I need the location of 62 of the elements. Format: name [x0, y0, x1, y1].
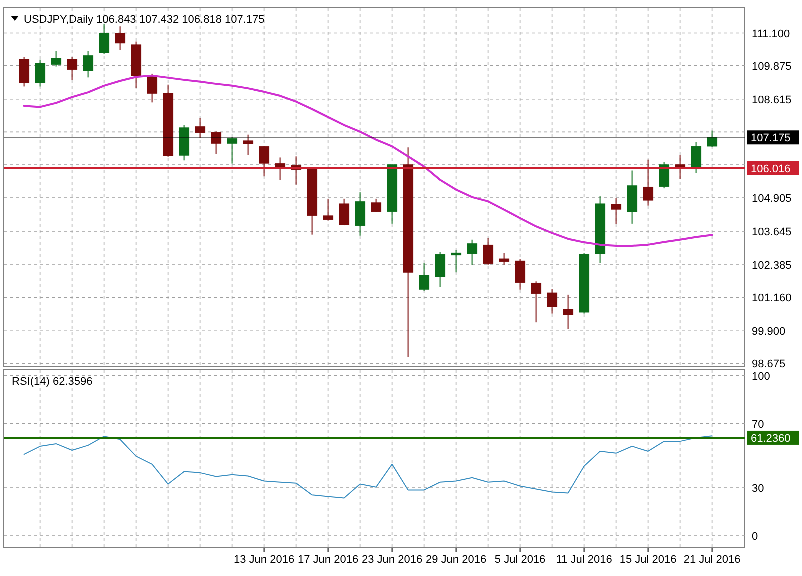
- x-tick-label: 13 Jun 2016: [234, 554, 295, 566]
- x-tick-label: 17 Jun 2016: [298, 554, 359, 566]
- candlestick: [419, 262, 430, 292]
- x-tick-label: 29 Jun 2016: [426, 554, 487, 566]
- y-tick-label: 109.875: [752, 60, 792, 73]
- candlestick: [659, 162, 670, 190]
- candlestick: [19, 56, 30, 88]
- candlestick: [275, 157, 286, 181]
- candlestick: [371, 198, 382, 213]
- line-series: [23, 74, 714, 248]
- y-tick-label: 108.615: [752, 94, 792, 106]
- y-tick-label: 98.675: [752, 358, 786, 371]
- y-tick-label: 99.900: [752, 326, 786, 338]
- y-tick-label: 102.385: [752, 260, 792, 272]
- candlestick: [483, 238, 494, 266]
- candlestick: [467, 239, 478, 266]
- candlestick: [339, 198, 350, 226]
- y-tick-label: 104.905: [752, 193, 792, 206]
- candlestick: [691, 142, 702, 174]
- candlestick: [499, 252, 510, 266]
- candlestick: [675, 154, 686, 180]
- candlestick: [515, 258, 526, 290]
- candlestick: [707, 130, 718, 148]
- candlestick: [259, 146, 270, 178]
- candlestick: [67, 56, 78, 81]
- candlestick: [547, 288, 558, 314]
- ref-line-label: 61.2360: [751, 432, 791, 445]
- candlestick: [355, 192, 366, 236]
- candlestick: [195, 118, 206, 139]
- candlestick: [115, 26, 126, 51]
- candlestick: [243, 134, 254, 156]
- candlestick: [227, 137, 238, 164]
- candlestick: [99, 23, 110, 55]
- candlestick: [531, 281, 542, 324]
- line-series: [24, 436, 713, 499]
- candlestick: [83, 50, 94, 78]
- candlestick: [323, 198, 334, 222]
- candlestick: [435, 252, 446, 288]
- candlestick: [35, 59, 46, 88]
- y-tick-label: 111.100: [752, 28, 790, 40]
- y-tick-label: 30: [752, 482, 764, 495]
- y-tick-label: 101.160: [752, 292, 792, 305]
- candlestick: [451, 249, 462, 274]
- candlestick: [147, 73, 158, 104]
- candlestick: [643, 159, 654, 206]
- x-tick-label: 11 Jul 2016: [556, 554, 612, 566]
- ref-line-label: 106.016: [751, 163, 791, 176]
- y-tick-label: 70: [752, 418, 764, 431]
- ref-line-label: 107.175: [751, 132, 791, 145]
- x-tick-label: 21 Jul 2016: [684, 554, 741, 566]
- text: USDJPY,Daily 106.843 107.432 106.818 107.175: [24, 14, 265, 26]
- candlestick: [611, 198, 622, 225]
- x-tick-label: 5 Jul 2016: [494, 554, 546, 566]
- candlestick: [211, 131, 222, 154]
- text: RSI(14) 62.3596: [12, 376, 93, 388]
- x-tick-label: 23 Jun 2016: [362, 554, 423, 566]
- candlestick: [51, 50, 62, 68]
- candlestick: [563, 294, 574, 330]
- y-tick-label: 103.645: [752, 226, 792, 239]
- y-tick-label: 100: [752, 370, 770, 383]
- y-tick-label: 0: [752, 530, 758, 543]
- x-tick-label: 15 Jul 2016: [620, 554, 677, 566]
